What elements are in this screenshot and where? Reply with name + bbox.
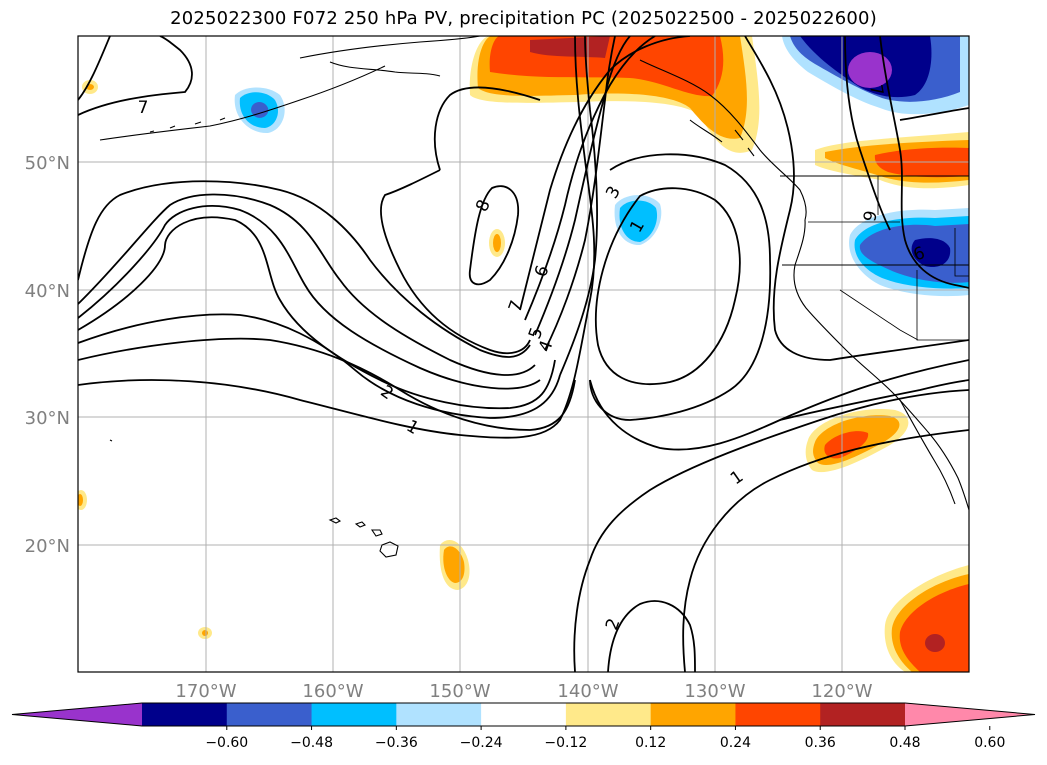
colorbar-segment — [565, 703, 652, 726]
map-background — [78, 36, 969, 672]
colorbar: −0.60 −0.48 −0.36 −0.24 −0.12 0.12 0.24 0.36 0.4… — [11, 702, 1036, 751]
colorbar-segment — [820, 703, 906, 726]
colorbar-tick-label: −0.12 — [544, 735, 587, 751]
colorbar-tick-label: 0.60 — [974, 735, 1005, 751]
colorbar-segment — [226, 703, 313, 726]
colorbar-tick-label: 0.48 — [889, 735, 920, 751]
colorbar-segment — [650, 703, 736, 726]
colorbar-extend-low — [12, 703, 142, 726]
colorbar-segment — [396, 703, 482, 726]
lon-label: 120°W — [811, 681, 872, 702]
colorbar-tick-label: −0.48 — [290, 735, 333, 751]
lat-label: 30°N — [25, 408, 70, 429]
contour-label: 7 — [138, 98, 149, 118]
latitude-labels: 50°N 40°N 30°N 20°N — [25, 153, 70, 557]
lat-label: 50°N — [25, 153, 70, 174]
lon-label: 150°W — [429, 681, 490, 702]
map-title: 2025022300 F072 250 hPa PV, precipitatio… — [170, 8, 877, 29]
colorbar-extend-high — [905, 703, 1035, 726]
lon-label: 170°W — [175, 681, 236, 702]
colorbar-tick-label: −0.36 — [375, 735, 418, 751]
colorbar-segment — [311, 703, 397, 726]
colorbar-segment — [481, 703, 567, 726]
lat-label: 40°N — [25, 281, 70, 302]
lon-label: 140°W — [557, 681, 618, 702]
precipitation-shading — [78, 36, 969, 672]
colorbar-segment — [142, 703, 228, 726]
colorbar-segment — [735, 703, 821, 726]
colorbar-tick-label: −0.24 — [460, 735, 503, 751]
colorbar-tick-label: 0.36 — [805, 735, 836, 751]
lon-label: 160°W — [302, 681, 363, 702]
longitude-labels: 170°W 160°W 150°W 140°W 130°W 120°W — [175, 681, 872, 702]
colorbar-tick-label: 0.12 — [635, 735, 666, 751]
coastlines — [99, 36, 969, 558]
pv-contours — [78, 36, 969, 672]
contour-label: 7 — [865, 83, 887, 97]
contour-label: 9 — [860, 209, 882, 223]
lat-label: 20°N — [25, 536, 70, 557]
lon-label: 130°W — [684, 681, 745, 702]
colorbar-outline — [11, 702, 1036, 727]
colorbar-tick-label: 0.24 — [720, 735, 751, 751]
map-frame — [77, 35, 970, 673]
colorbar-tick-label: −0.60 — [205, 735, 248, 751]
